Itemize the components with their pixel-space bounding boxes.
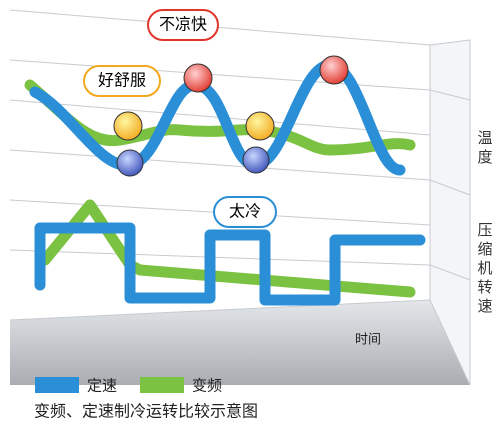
axis-label: 温度 bbox=[476, 130, 494, 168]
callout: 好舒服 bbox=[98, 71, 146, 90]
callout: 太冷 bbox=[229, 202, 261, 221]
diagram: 不凉快 好舒服 太冷 温度 压缩机转速 时间 定速 变频 变频、定速制冷运转比较示… bbox=[0, 0, 504, 427]
bubbles bbox=[84, 10, 276, 227]
callout: 不凉快 bbox=[159, 15, 207, 34]
axis-label: 压缩机转速 bbox=[476, 222, 494, 317]
legend-label: 变频 bbox=[192, 377, 222, 395]
caption: 变频、定速制冷运转比较示意图 bbox=[34, 402, 258, 421]
curves bbox=[30, 65, 420, 300]
axis-label: 时间 bbox=[355, 333, 381, 348]
legend-swatch bbox=[35, 377, 79, 393]
legend-label: 定速 bbox=[87, 377, 117, 395]
legend-swatch bbox=[140, 377, 184, 393]
